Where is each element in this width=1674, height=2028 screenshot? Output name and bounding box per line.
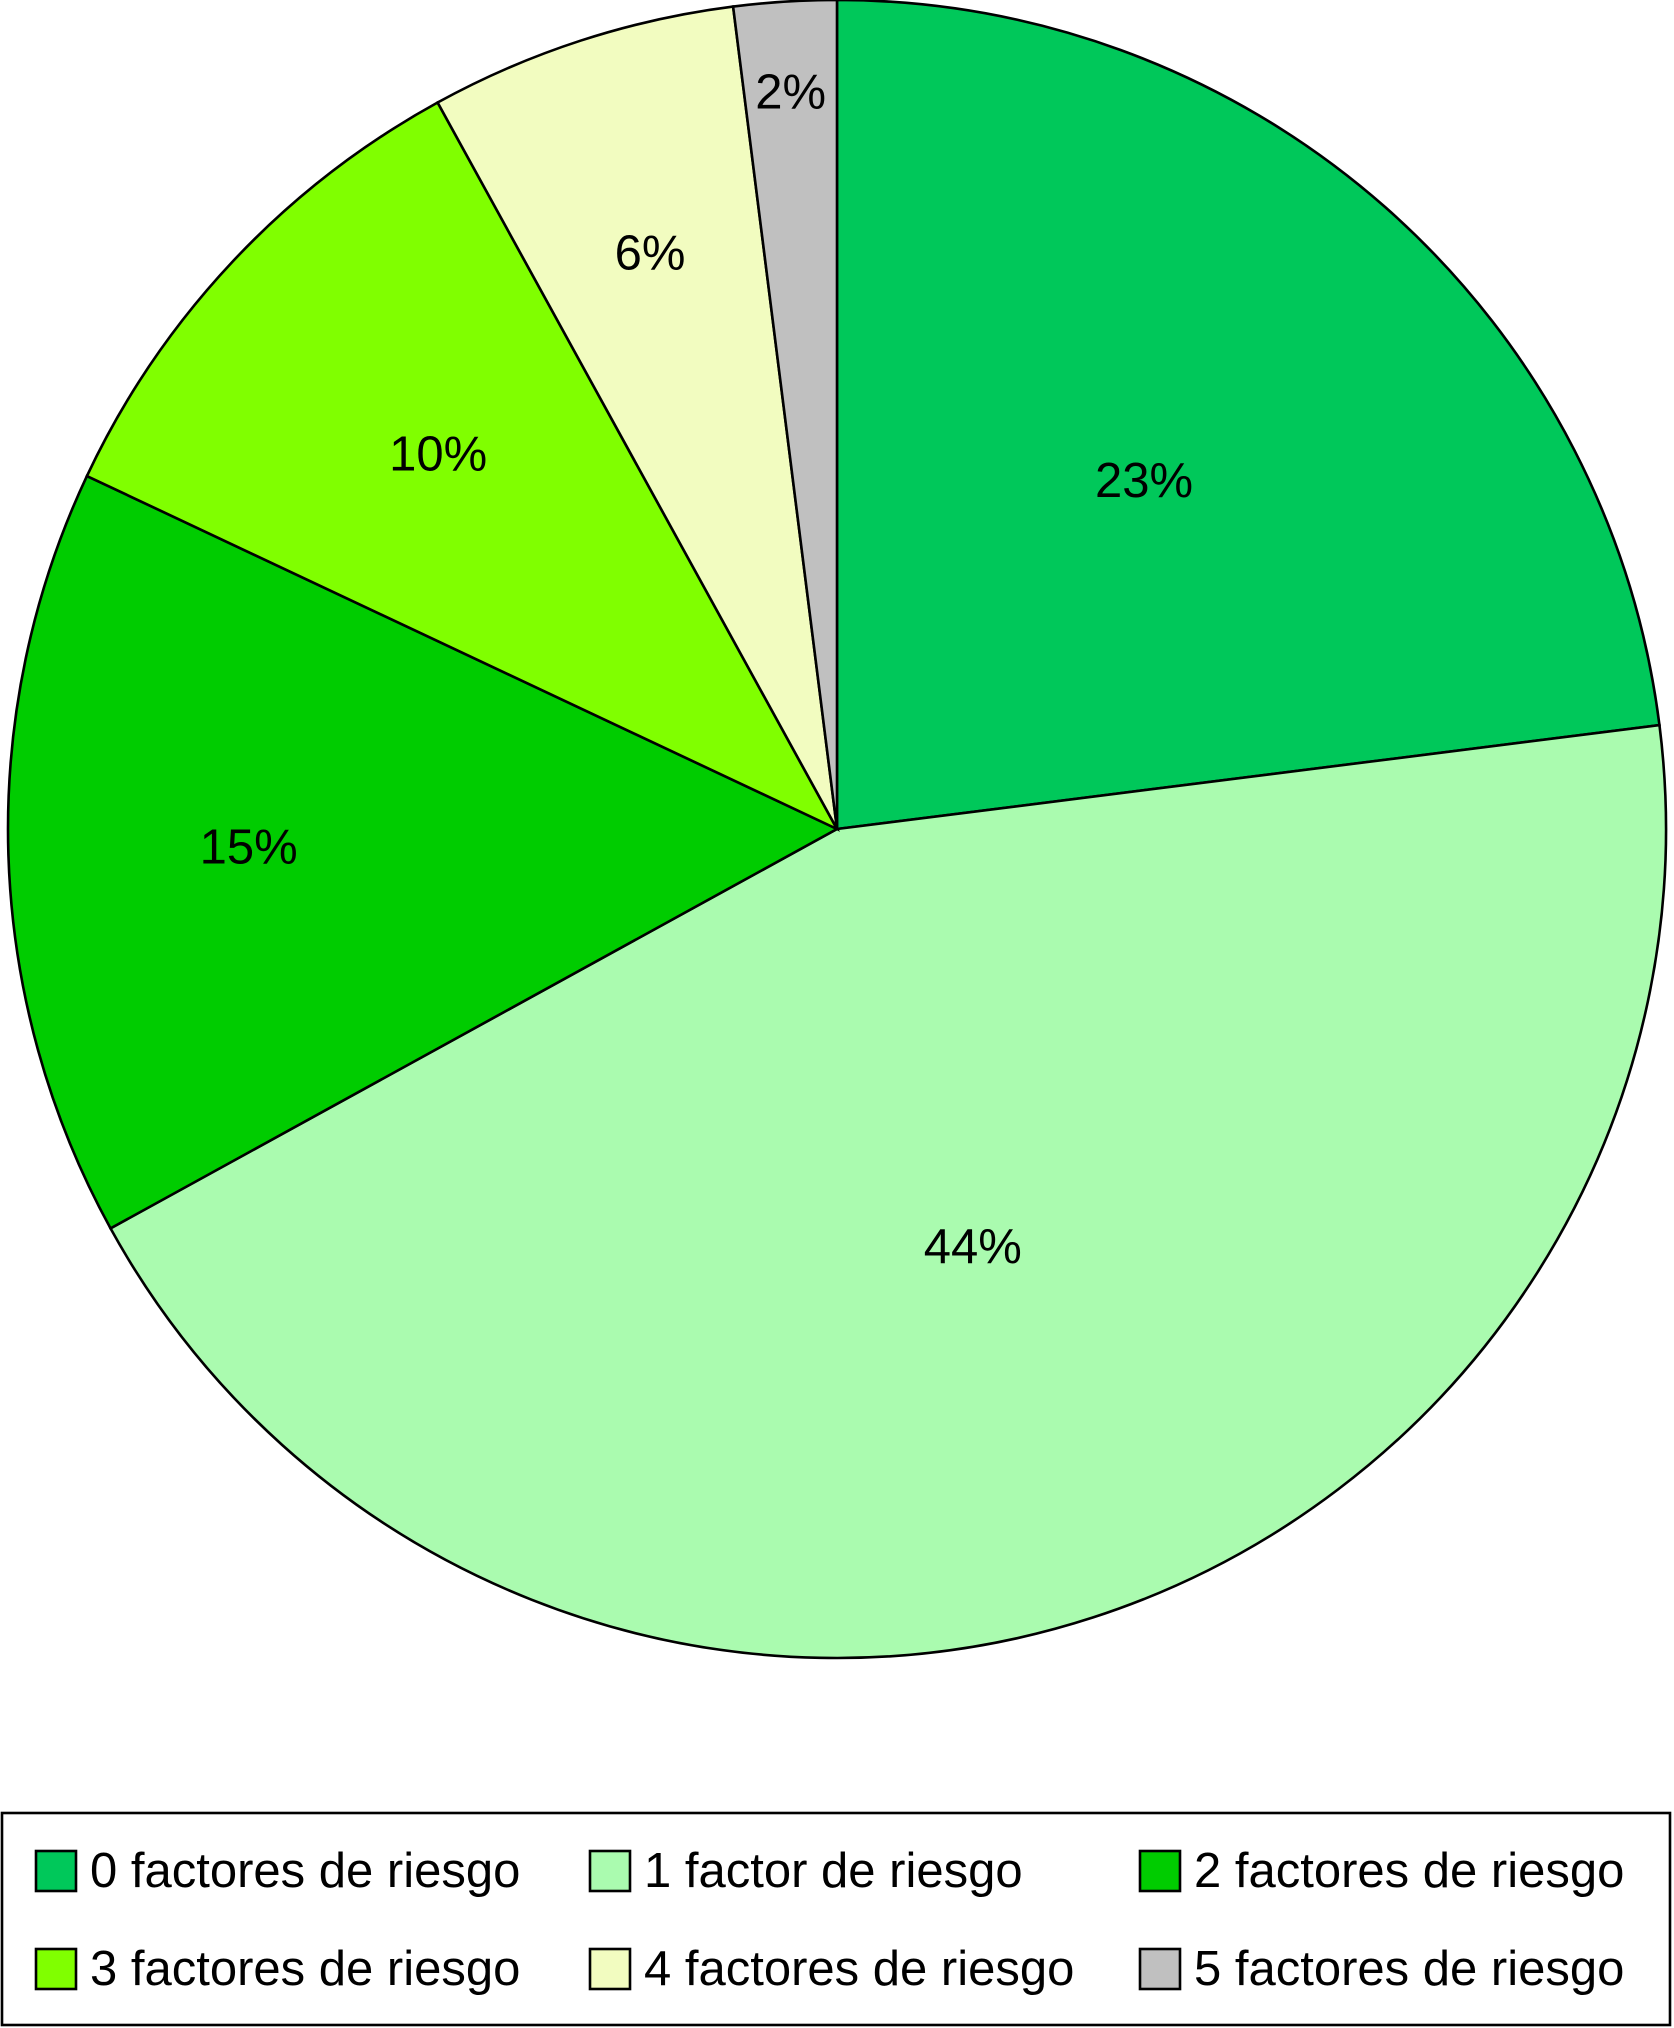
slice-value-label-5: 2% (755, 66, 826, 120)
slice-value-label-4: 6% (615, 226, 686, 280)
legend-frame (0, 1811, 1672, 2027)
legend-item-5: 5 factores de riesgo (1138, 1942, 1624, 1996)
legend-item-1: 1 factor de riesgo (588, 1844, 1023, 1898)
slice-value-label-0: 23% (1095, 454, 1193, 508)
legend-swatch-4 (588, 1947, 632, 1991)
pie-slices (6, 0, 1668, 1660)
legend-item-4: 4 factores de riesgo (588, 1942, 1074, 1996)
legend-label-1: 1 factor de riesgo (644, 1844, 1023, 1898)
legend-item-2: 2 factores de riesgo (1138, 1844, 1624, 1898)
pie-slice-5 (731, 0, 839, 830)
slice-value-label-3: 10% (389, 428, 487, 482)
legend-label-5: 5 factores de riesgo (1194, 1942, 1624, 1996)
legend-item-3: 3 factores de riesgo (34, 1942, 520, 1996)
legend-swatch-2 (1138, 1849, 1182, 1893)
pie-slice-2 (6, 474, 840, 1231)
legend-swatch-1 (588, 1849, 632, 1893)
pie-slice-3 (85, 100, 841, 832)
pie-value-labels: 23% 44% 15% 10% 6% 2% (200, 66, 1193, 1274)
legend-label-3: 3 factores de riesgo (90, 1942, 520, 1996)
pie-slice-1 (108, 723, 1668, 1660)
slice-value-label-1: 44% (924, 1220, 1022, 1274)
legend-label-4: 4 factores de riesgo (644, 1942, 1074, 1996)
legend-swatch-3 (34, 1947, 78, 1991)
slice-value-label-2: 15% (200, 821, 298, 875)
legend-label-0: 0 factores de riesgo (90, 1844, 520, 1898)
legend: 0 factores de riesgo 1 factor de riesgo 2 … (0, 1811, 1672, 2027)
pie-slice-0 (835, 0, 1661, 831)
pie-slice-4 (435, 5, 839, 830)
legend-swatch-5 (1138, 1947, 1182, 1991)
legend-swatch-0 (34, 1849, 78, 1893)
legend-item-0: 0 factores de riesgo (34, 1844, 520, 1898)
legend-label-2: 2 factores de riesgo (1194, 1844, 1624, 1898)
